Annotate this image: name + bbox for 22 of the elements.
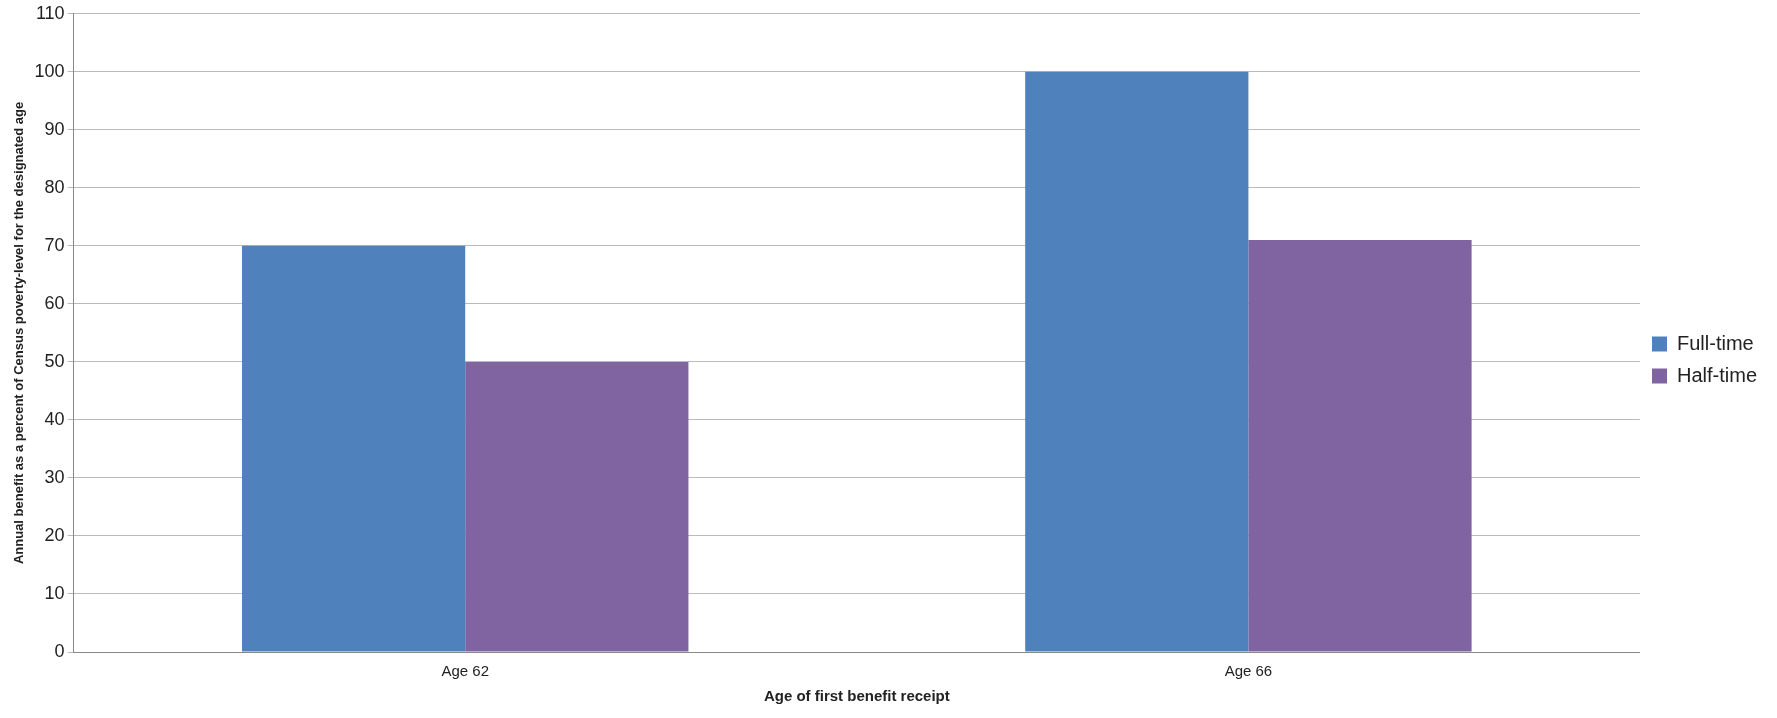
x-tick-label: Age 62 (441, 662, 489, 680)
y-tick-label: 30 (44, 466, 65, 487)
y-tick-label: 60 (44, 292, 65, 313)
y-tick-label: 0 (54, 640, 65, 661)
legend-label: Full-time (1676, 331, 1754, 354)
y-tick-label: 40 (44, 408, 65, 429)
x-axis-title: Age of first benefit receipt (763, 687, 950, 705)
bar (1025, 71, 1249, 652)
y-tick-label: 20 (44, 524, 65, 545)
y-tick-label: 80 (44, 176, 65, 197)
y-tick-label: 50 (44, 350, 65, 371)
y-tick-label: 110 (35, 2, 65, 23)
bar (1248, 240, 1472, 652)
legend-label: Half-time (1676, 363, 1758, 386)
x-tick-label: Age 66 (1224, 662, 1273, 680)
y-tick-label: 70 (44, 234, 65, 255)
y-tick-label: 100 (34, 60, 65, 81)
bar (465, 361, 689, 652)
y-axis-title: Annual benefit as a percent of Census poverty-level for the designated age (11, 101, 27, 565)
bar (242, 245, 466, 652)
y-tick-label: 10 (44, 582, 65, 603)
y-tick-label: 90 (44, 118, 65, 139)
